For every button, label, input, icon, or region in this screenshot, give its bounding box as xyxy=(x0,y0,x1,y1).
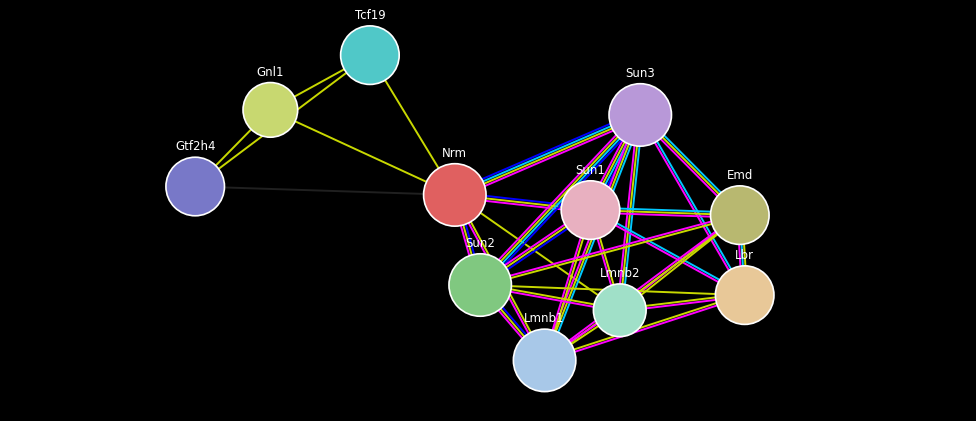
Text: Gtf2h4: Gtf2h4 xyxy=(175,140,216,153)
Circle shape xyxy=(166,157,224,216)
Circle shape xyxy=(711,186,769,245)
Circle shape xyxy=(609,84,671,146)
Circle shape xyxy=(513,329,576,392)
Text: Lmnb1: Lmnb1 xyxy=(524,312,565,325)
Text: Lbr: Lbr xyxy=(735,249,754,262)
Text: Sun2: Sun2 xyxy=(466,237,495,250)
Circle shape xyxy=(449,254,511,316)
Circle shape xyxy=(341,26,399,85)
Text: Tcf19: Tcf19 xyxy=(354,9,386,22)
Text: Lmnb2: Lmnb2 xyxy=(599,267,640,280)
Circle shape xyxy=(243,83,298,137)
Circle shape xyxy=(715,266,774,325)
Circle shape xyxy=(593,284,646,337)
Text: Sun3: Sun3 xyxy=(626,67,655,80)
Text: Gnl1: Gnl1 xyxy=(257,66,284,79)
Text: Sun1: Sun1 xyxy=(576,164,605,177)
Text: Emd: Emd xyxy=(726,169,753,182)
Text: Nrm: Nrm xyxy=(442,147,468,160)
Circle shape xyxy=(561,181,620,240)
Circle shape xyxy=(424,164,486,226)
